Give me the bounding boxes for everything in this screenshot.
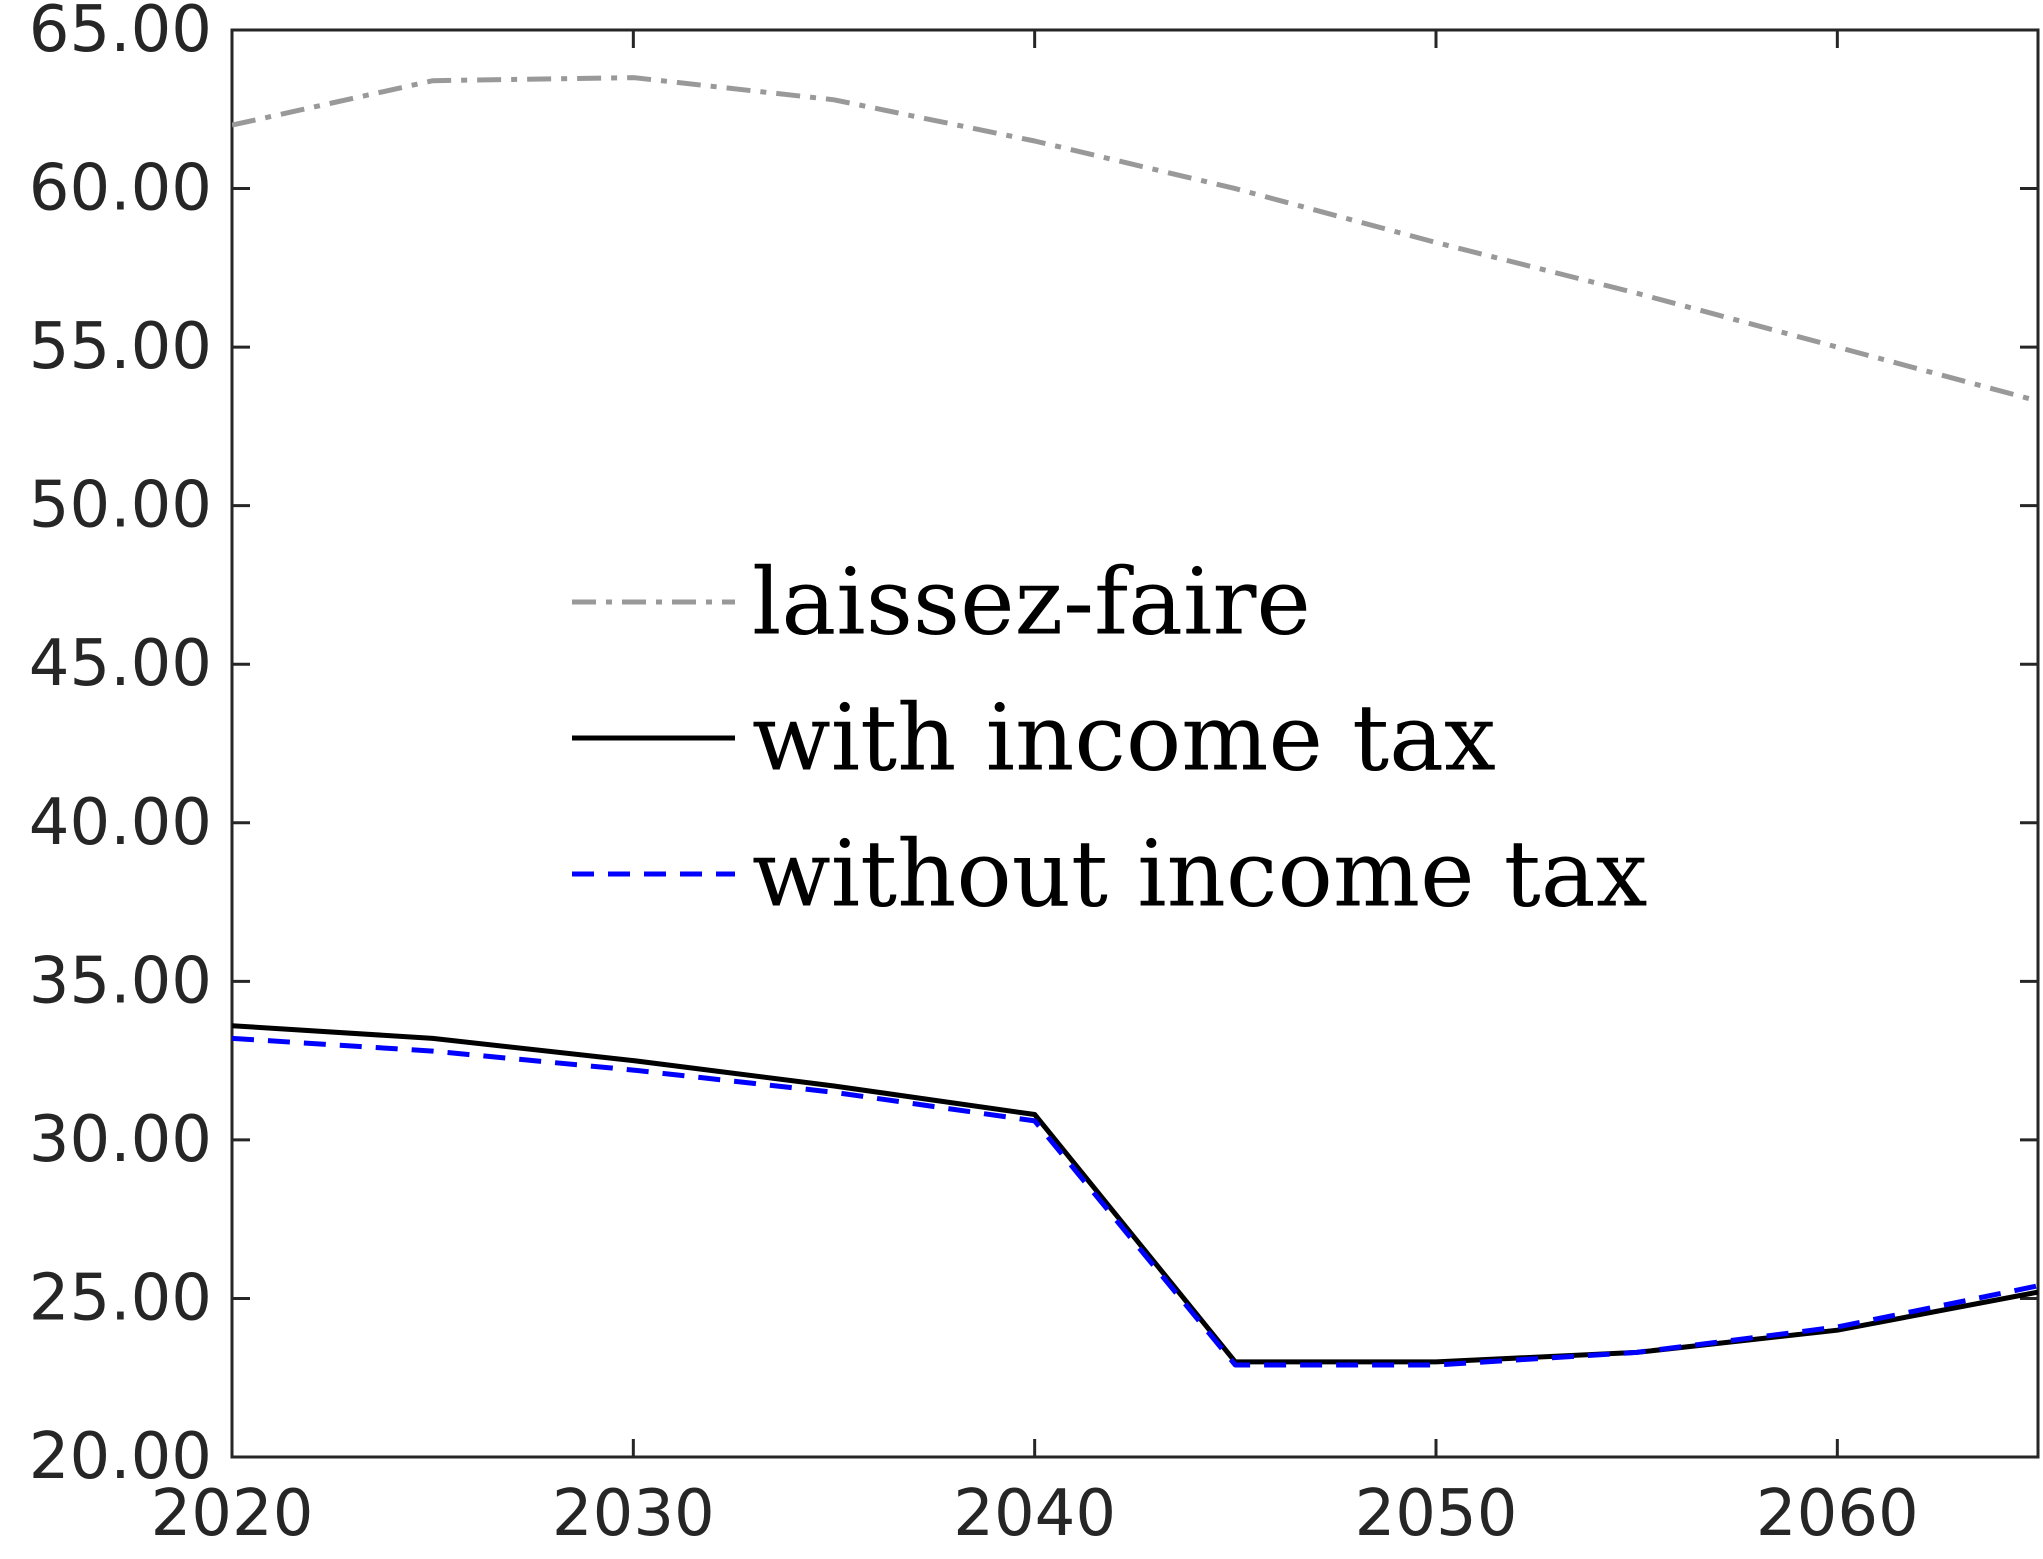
y-tick-label: 45.00 (29, 627, 212, 701)
series-line-laissez-faire (232, 75, 2038, 404)
axes-group: 20.00 25.00 30.00 35.00 40.00 45.00 50.00 55.00… (29, 0, 2040, 1551)
series-group (232, 75, 2038, 1368)
x-tick-label: 2060 (1756, 1477, 1919, 1551)
legend-label-laissez-faire: laissez-faire (752, 549, 1311, 656)
series-line-without-income-tax (232, 1035, 2038, 1368)
legend-label-with-income-tax: with income tax (752, 685, 1496, 792)
x-tick-label: 2050 (1355, 1477, 1518, 1551)
y-tick-label: 25.00 (29, 1261, 212, 1335)
y-tick-label: 30.00 (29, 1103, 212, 1177)
legend-label-without-income-tax: without income tax (752, 821, 1647, 928)
y-tick-label: 55.00 (29, 310, 212, 384)
x-tick-label: 2020 (151, 1477, 314, 1551)
y-tick-label: 40.00 (29, 786, 212, 860)
plot-area-frame (230, 28, 2040, 1459)
y-tick-label: 20.00 (29, 1420, 212, 1494)
y-tick-label: 65.00 (29, 0, 212, 67)
y-tick-label: 35.00 (29, 944, 212, 1018)
x-tick-label: 2030 (552, 1477, 715, 1551)
x-tick-label: 2040 (953, 1477, 1116, 1551)
legend: laissez-faire with income tax without inco… (572, 549, 1647, 928)
y-tick-label: 60.00 (29, 152, 212, 226)
y-tick-label: 50.00 (29, 469, 212, 543)
